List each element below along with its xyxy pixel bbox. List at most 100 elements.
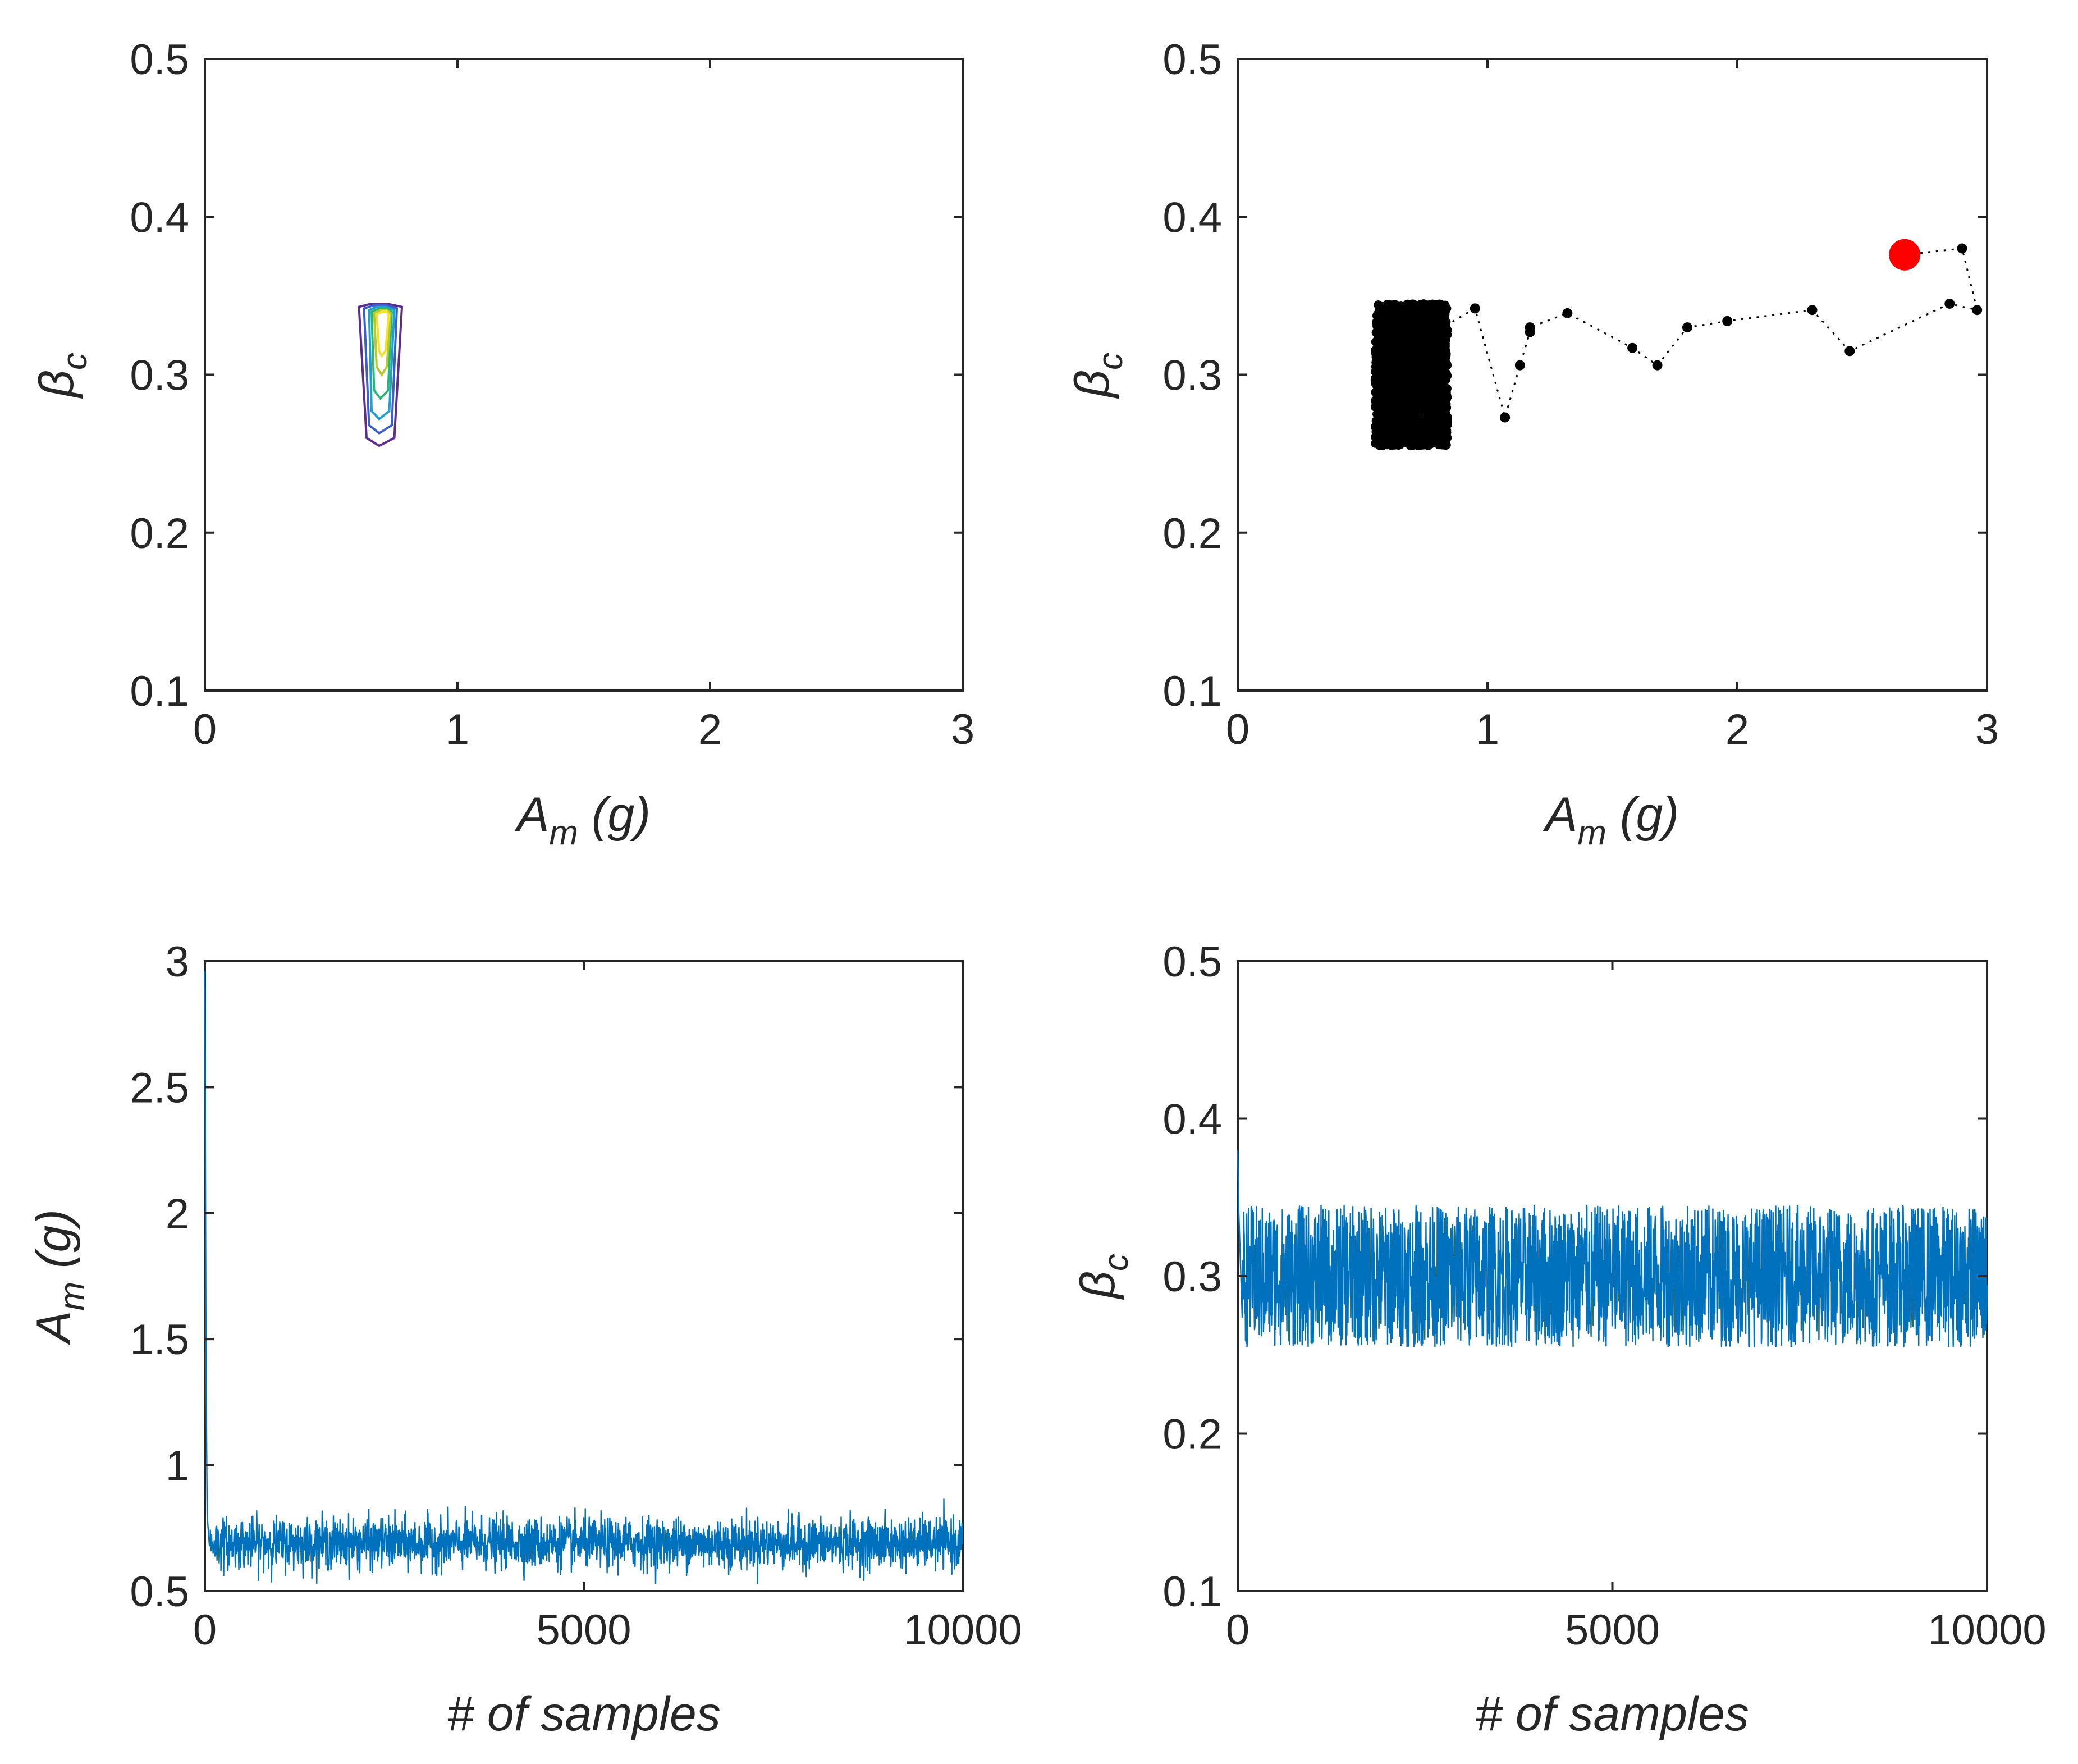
x-tick-label: 0: [1226, 1606, 1249, 1654]
sample-point: [1426, 416, 1435, 426]
sample-point: [1375, 341, 1384, 350]
contour-lines: [358, 302, 404, 447]
contour-line: [363, 304, 399, 435]
sample-point: [1410, 351, 1420, 361]
x-tick-label: 0: [1226, 706, 1249, 753]
ticks-trace-beta: 0 5000 10000 0.1 0.2 0.3 0.4 0.5: [1162, 938, 2046, 1654]
burn-in-point: [1682, 322, 1692, 333]
sample-point: [1440, 367, 1450, 376]
burn-in-point: [1722, 316, 1733, 326]
sample-point: [1385, 337, 1395, 347]
ticks-chain-path: 0 1 2 3 0.1 0.2 0.3 0.4 0.5: [1162, 36, 1999, 753]
y-tick-label: 0.1: [130, 668, 189, 715]
burn-in-point: [1972, 305, 1983, 316]
sample-point: [1440, 397, 1449, 407]
y-tick-label: 0.5: [130, 36, 189, 84]
x-tick-label: 5000: [536, 1606, 631, 1654]
x-axis-label-chain-path: Am (g): [1543, 788, 1679, 852]
sample-point: [1419, 399, 1429, 408]
y-tick-label: 0.5: [130, 1568, 189, 1616]
sample-point: [1408, 373, 1417, 383]
sample-point: [1393, 431, 1403, 441]
burn-in-point: [1525, 327, 1535, 337]
sample-point: [1408, 434, 1418, 444]
y-axis-label-chain-path: βc: [1065, 353, 1130, 399]
burn-in-point: [1562, 308, 1573, 318]
sample-point: [1386, 300, 1396, 310]
x-tick-label: 2: [698, 706, 722, 753]
y-axis-label-trace-beta: βc: [1071, 1254, 1136, 1300]
sample-point: [1421, 369, 1430, 379]
sample-point: [1379, 313, 1389, 323]
sample-point: [1435, 424, 1445, 433]
panel-contour: 0 1 2 3 0.1 0.2 0.3 0.4 0.5 Am (g) βc: [30, 36, 974, 852]
sample-point: [1412, 426, 1421, 436]
sample-point: [1388, 307, 1398, 317]
plot-area-contour: [204, 58, 964, 692]
y-tick-label: 0.5: [1162, 36, 1222, 84]
sample-point: [1381, 389, 1391, 399]
sample-point: [1399, 412, 1409, 422]
y-tick-label: 3: [166, 938, 189, 986]
sample-point: [1422, 339, 1432, 349]
y-tick-label: 0.4: [130, 194, 189, 241]
y-tick-label: 0.1: [1162, 668, 1222, 715]
sample-point: [1405, 426, 1415, 435]
burn-in-point: [1514, 360, 1525, 371]
sample-point: [1383, 356, 1392, 365]
sample-point: [1377, 303, 1387, 312]
sample-point: [1418, 352, 1428, 362]
sample-point: [1443, 412, 1452, 422]
sample-point: [1399, 400, 1408, 410]
y-axis-label-trace-am: Am (g): [27, 1209, 91, 1346]
y-tick-label: 2: [166, 1190, 189, 1238]
trace-series: [204, 971, 964, 1584]
sample-point: [1377, 379, 1386, 389]
sample-point: [1384, 330, 1394, 340]
sample-point: [1391, 396, 1400, 405]
y-tick-label: 0.2: [130, 510, 189, 557]
sample-point: [1408, 418, 1417, 427]
ticks-trace-am: 0 5000 10000 0.5 1 1.5 2 2.5 3: [130, 938, 1022, 1654]
sample-point: [1420, 389, 1429, 399]
x-tick-label: 3: [951, 706, 974, 753]
sample-point: [1430, 429, 1439, 439]
y-tick-label: 0.2: [1162, 510, 1222, 557]
x-tick-label: 2: [1725, 706, 1749, 753]
sample-point: [1436, 300, 1446, 309]
burn-in-point: [1500, 412, 1511, 423]
sample-point: [1443, 433, 1452, 442]
sample-point: [1392, 380, 1401, 390]
sample-point: [1392, 332, 1401, 342]
sample-point: [1407, 392, 1417, 401]
sample-point: [1398, 386, 1407, 396]
y-tick-label: 2.5: [130, 1064, 189, 1112]
contour-line: [370, 307, 393, 400]
sample-point: [1433, 397, 1443, 406]
sample-point: [1416, 437, 1425, 447]
plot-area-trace-am: [204, 960, 964, 1592]
y-tick-label: 0.5: [1162, 938, 1222, 986]
sample-point: [1393, 419, 1403, 428]
sample-point: [1429, 339, 1439, 348]
y-tick-label: 0.4: [1162, 1096, 1222, 1144]
sample-point: [1430, 326, 1439, 336]
burn-in-point: [1944, 298, 1955, 309]
sample-point: [1376, 417, 1385, 426]
sample-point: [1436, 379, 1445, 389]
sample-point: [1406, 345, 1415, 354]
x-tick-label: 0: [193, 1606, 217, 1654]
sample-point: [1422, 303, 1432, 312]
sample-point: [1421, 378, 1430, 388]
panel-trace-am: 0 5000 10000 0.5 1 1.5 2 2.5 3 # of samples Am (…: [27, 938, 1022, 1741]
sample-point: [1389, 317, 1398, 327]
y-tick-label: 0.3: [1162, 1253, 1222, 1301]
contour-line: [373, 309, 392, 377]
sample-point: [1399, 334, 1408, 344]
x-axis-label-contour: Am (g): [514, 788, 651, 852]
sample-point: [1440, 349, 1450, 359]
sample-point: [1380, 408, 1390, 417]
sample-point: [1409, 382, 1419, 392]
ticks-contour: 0 1 2 3 0.1 0.2 0.3 0.4 0.5: [130, 36, 974, 753]
